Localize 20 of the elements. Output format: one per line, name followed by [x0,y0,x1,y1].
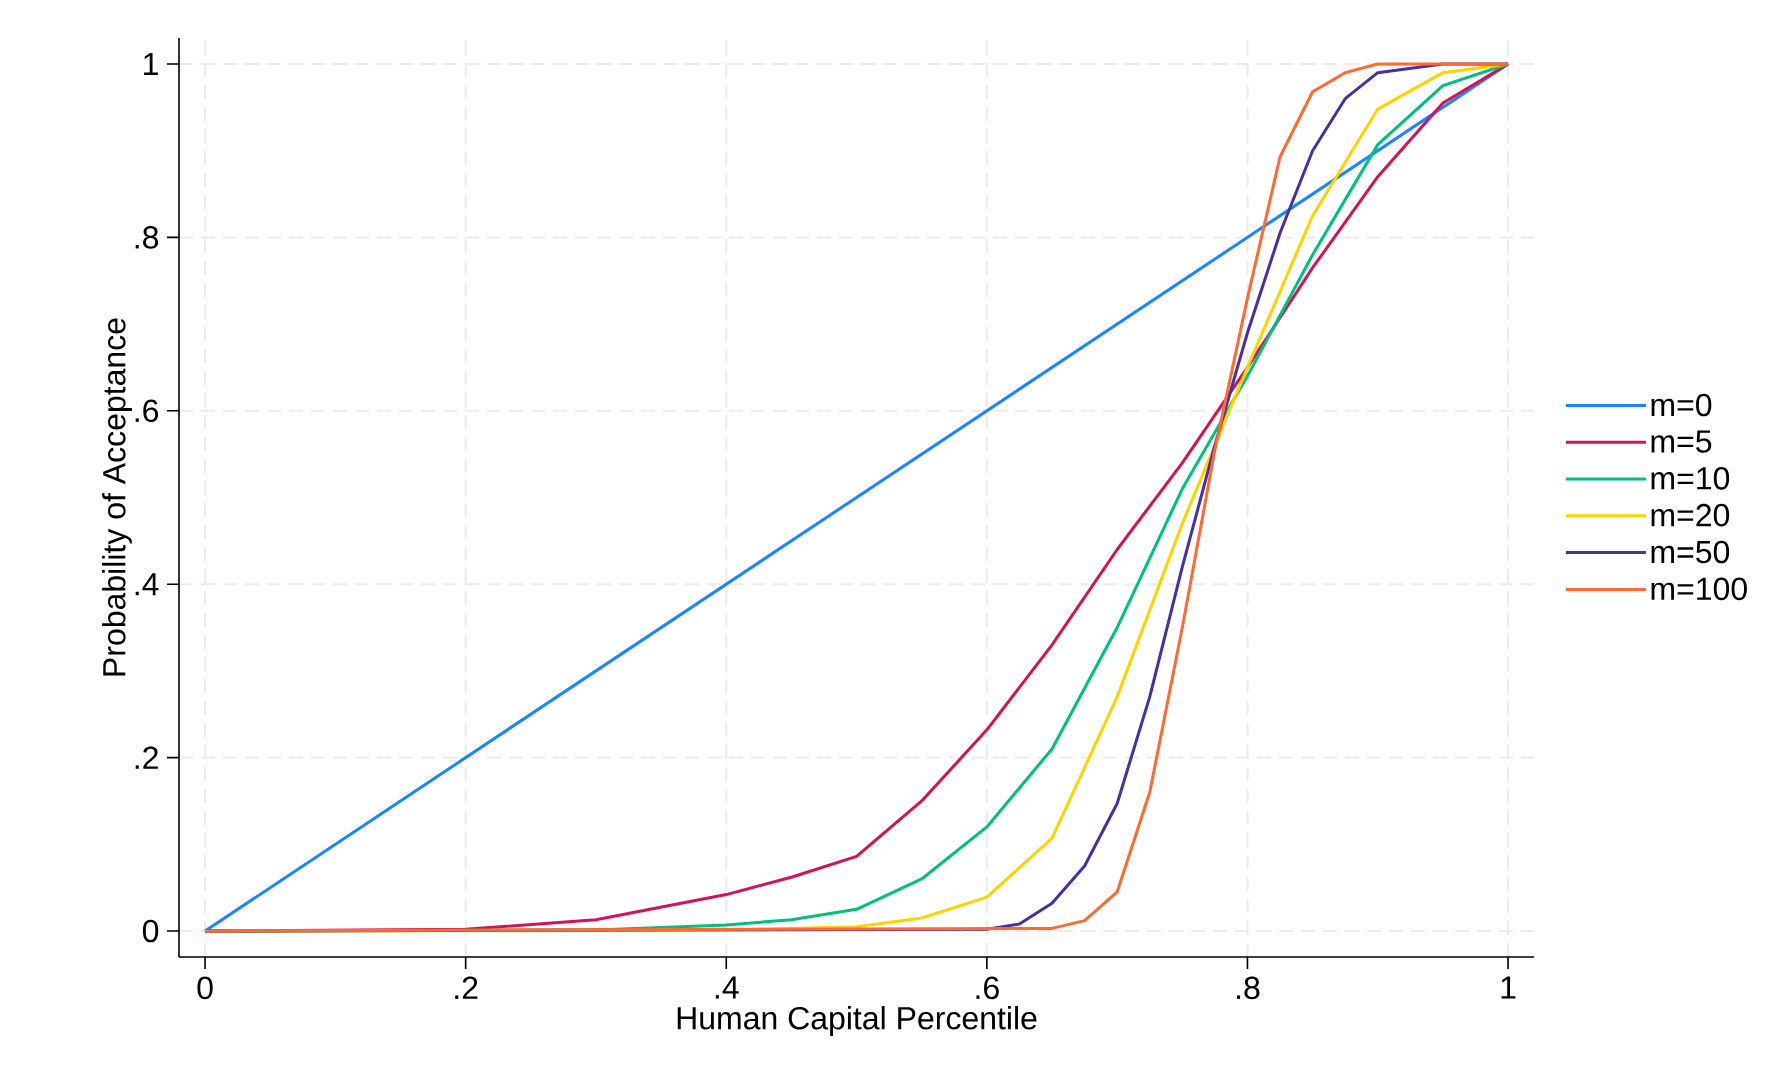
x-tick-label: 1 [1501,976,1516,999]
x-tick-label: 0 [197,976,213,1000]
x-tick-label: .2 [455,976,478,999]
y-tick-label: .6 [135,399,159,423]
legend-label: m=50 [1651,540,1730,564]
legend-label: m=0 [1651,393,1712,417]
legend-label: m=10 [1651,467,1730,490]
y-tick-label: 0 [142,919,159,943]
y-tick-label: .2 [135,746,158,769]
y-tick-label: .4 [135,573,159,596]
x-axis-title: Human Capital Percentile [677,1006,1037,1036]
x-tick-label: .4 [715,976,739,999]
x-tick-label: .6 [976,976,999,1000]
legend-label: m=100 [1651,577,1747,601]
y-tick-label: .8 [135,226,159,249]
y-tick-label: 1 [144,53,158,76]
legend-label: m=20 [1651,503,1730,527]
legend-label: m=5 [1651,430,1712,453]
y-axis-title: Probability of Acceptance [102,318,132,676]
x-tick-label: .8 [1237,976,1260,1000]
